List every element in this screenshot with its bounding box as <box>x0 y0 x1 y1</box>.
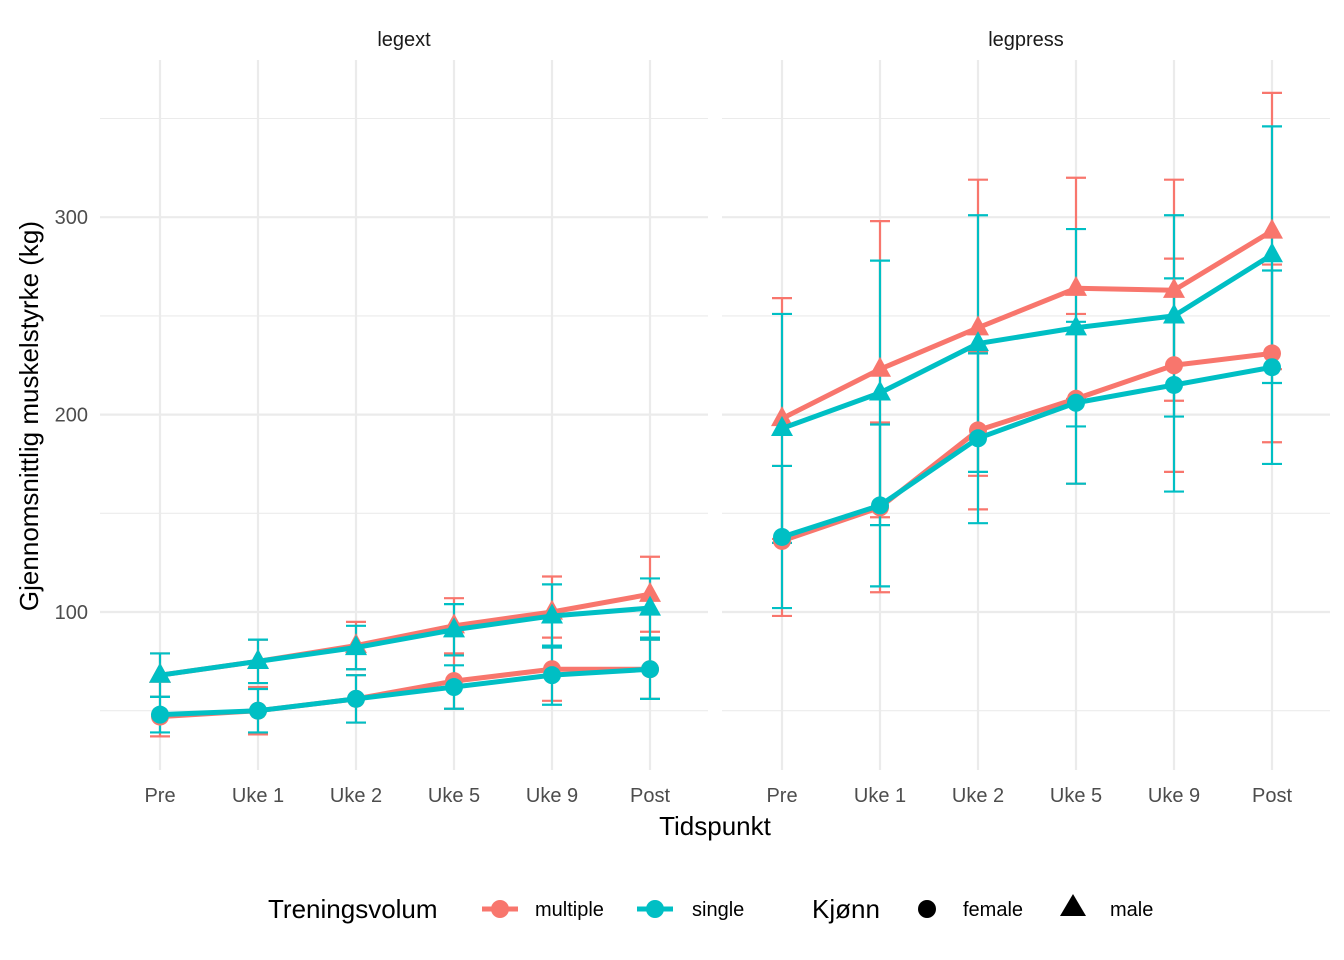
series-line-single-female <box>159 666 651 718</box>
point-single-female <box>445 678 463 697</box>
point-single-female <box>641 660 659 679</box>
x-tick-label: Pre <box>144 785 175 807</box>
y-axis-title: Gjennomsnittlig muskelstyrke (kg) <box>14 221 44 611</box>
panel-strips: legext legpress <box>377 29 1063 51</box>
legend-label-female: female <box>963 899 1023 921</box>
point-single-male <box>149 662 171 683</box>
series-line-single-male <box>781 252 1274 431</box>
panel-legpress <box>771 91 1283 618</box>
point-single-male <box>639 595 661 616</box>
legend-dot-multiple <box>491 900 509 918</box>
point-single-female <box>871 496 889 515</box>
point-single-male <box>771 416 793 437</box>
y-tick-label: 300 <box>55 207 88 229</box>
x-tick-label: Uke 9 <box>526 785 578 807</box>
y-axis-ticks: 100 200 300 <box>55 207 88 624</box>
point-single-male <box>1261 242 1283 263</box>
x-tick-label: Pre <box>766 785 797 807</box>
legend-label-single: single <box>692 899 744 921</box>
point-single-female <box>1263 358 1281 377</box>
point-single-male <box>869 380 891 401</box>
x-tick-label: Post <box>1252 785 1292 807</box>
point-single-male <box>967 331 989 352</box>
series-line-single-male <box>159 605 651 678</box>
point-multiple-male <box>1163 277 1185 298</box>
x-tick-label: Uke 1 <box>854 785 906 807</box>
x-tick-label: Uke 2 <box>330 785 382 807</box>
legend-key-multiple: multiple <box>482 899 604 921</box>
x-tick-label: Uke 9 <box>1148 785 1200 807</box>
legend-title-kjonn: Kjønn <box>812 894 880 924</box>
x-tick-label: Uke 2 <box>952 785 1004 807</box>
legend-key-single: single <box>637 899 744 921</box>
x-axis-ticks: Pre Uke 1 Uke 2 Uke 5 Uke 9 Post Pre Uke 1 Uke 2… <box>144 785 1292 807</box>
y-tick-label: 100 <box>55 602 88 624</box>
point-single-male <box>443 617 465 638</box>
x-tick-label: Uke 5 <box>1050 785 1102 807</box>
legend-key-male: male <box>1060 894 1153 921</box>
x-tick-label: Uke 5 <box>428 785 480 807</box>
point-single-female <box>969 429 987 448</box>
point-single-male <box>247 648 269 669</box>
point-multiple-female <box>1263 344 1281 363</box>
point-single-female <box>151 705 169 724</box>
point-multiple-female <box>1165 356 1183 375</box>
point-single-male <box>345 635 367 656</box>
legend-dot-single <box>646 900 664 918</box>
point-multiple-male <box>639 581 661 602</box>
legend-triangle-male <box>1060 894 1086 916</box>
point-single-female <box>1165 375 1183 394</box>
legend-label-multiple: multiple <box>535 899 604 921</box>
point-multiple-male <box>967 315 989 336</box>
point-single-female <box>347 689 365 708</box>
legend: Treningsvolum multiple single Kjønn fema… <box>268 894 1153 924</box>
panel-legext <box>149 555 661 738</box>
x-tick-label: Uke 1 <box>232 785 284 807</box>
panel-title-legext: legext <box>377 29 431 51</box>
point-single-female <box>543 666 561 685</box>
point-single-male <box>1065 315 1087 336</box>
x-axis-title: Tidspunkt <box>659 811 772 841</box>
series-line-multiple-male <box>780 228 1274 421</box>
point-single-female <box>773 527 791 546</box>
point-single-male <box>1163 303 1185 324</box>
point-multiple-male <box>1261 218 1283 239</box>
point-single-male <box>541 603 563 624</box>
legend-label-male: male <box>1110 899 1153 921</box>
legend-title-treningsvolum: Treningsvolum <box>268 894 438 924</box>
point-single-female <box>249 701 267 720</box>
point-multiple-male <box>869 356 891 377</box>
series-line-single-female <box>781 364 1273 540</box>
point-multiple-male <box>1065 275 1087 296</box>
panel-title-legpress: legpress <box>988 29 1064 51</box>
y-tick-label: 200 <box>55 405 88 427</box>
grid-layer <box>100 60 1330 770</box>
legend-circle-female <box>918 900 936 918</box>
point-single-female <box>1067 393 1085 412</box>
data-layer <box>149 91 1283 738</box>
x-tick-label: Post <box>630 785 670 807</box>
legend-key-female: female <box>918 899 1023 921</box>
